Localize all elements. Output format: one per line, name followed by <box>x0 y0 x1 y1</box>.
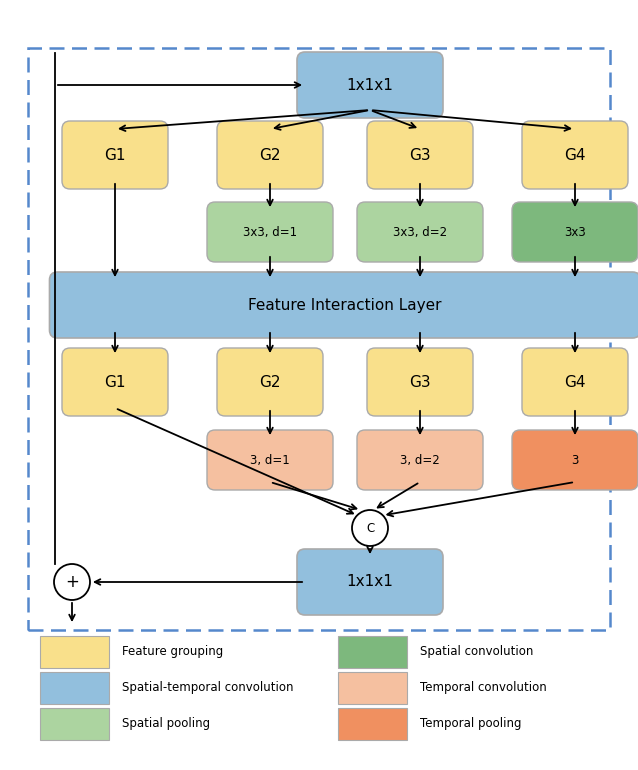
Text: G3: G3 <box>409 148 431 162</box>
FancyBboxPatch shape <box>357 430 483 490</box>
Text: Temporal pooling: Temporal pooling <box>420 718 521 731</box>
FancyBboxPatch shape <box>217 348 323 416</box>
Text: C: C <box>366 521 374 534</box>
FancyBboxPatch shape <box>367 121 473 189</box>
FancyBboxPatch shape <box>522 121 628 189</box>
FancyBboxPatch shape <box>357 202 483 262</box>
Text: Spatial-temporal convolution: Spatial-temporal convolution <box>122 681 293 695</box>
FancyBboxPatch shape <box>207 202 333 262</box>
FancyBboxPatch shape <box>367 348 473 416</box>
Text: G1: G1 <box>104 374 126 390</box>
Text: 1x1x1: 1x1x1 <box>346 574 394 590</box>
Text: G4: G4 <box>564 374 586 390</box>
FancyBboxPatch shape <box>62 121 168 189</box>
Text: Spatial convolution: Spatial convolution <box>420 645 533 658</box>
Text: 3: 3 <box>571 454 579 467</box>
FancyBboxPatch shape <box>338 636 407 668</box>
FancyBboxPatch shape <box>217 121 323 189</box>
Text: Temporal convolution: Temporal convolution <box>420 681 547 695</box>
Text: 3x3, d=1: 3x3, d=1 <box>243 226 297 239</box>
FancyBboxPatch shape <box>512 430 638 490</box>
Text: Feature grouping: Feature grouping <box>122 645 223 658</box>
FancyBboxPatch shape <box>297 549 443 615</box>
FancyBboxPatch shape <box>40 672 109 704</box>
FancyBboxPatch shape <box>40 708 109 740</box>
Text: 3, d=2: 3, d=2 <box>400 454 440 467</box>
Text: G2: G2 <box>259 148 281 162</box>
FancyBboxPatch shape <box>522 348 628 416</box>
Text: G1: G1 <box>104 148 126 162</box>
Text: 1x1x1: 1x1x1 <box>346 78 394 92</box>
Text: G4: G4 <box>564 148 586 162</box>
FancyBboxPatch shape <box>512 202 638 262</box>
Text: Feature Interaction Layer: Feature Interaction Layer <box>248 297 441 313</box>
FancyBboxPatch shape <box>40 636 109 668</box>
FancyBboxPatch shape <box>50 272 638 338</box>
FancyBboxPatch shape <box>338 672 407 704</box>
Text: 3x3: 3x3 <box>564 226 586 239</box>
Text: 3x3, d=2: 3x3, d=2 <box>393 226 447 239</box>
FancyBboxPatch shape <box>338 708 407 740</box>
Text: +: + <box>65 573 79 591</box>
FancyBboxPatch shape <box>207 430 333 490</box>
FancyBboxPatch shape <box>297 52 443 118</box>
Text: 3, d=1: 3, d=1 <box>250 454 290 467</box>
Text: G3: G3 <box>409 374 431 390</box>
Text: G2: G2 <box>259 374 281 390</box>
Text: Spatial pooling: Spatial pooling <box>122 718 210 731</box>
FancyBboxPatch shape <box>62 348 168 416</box>
